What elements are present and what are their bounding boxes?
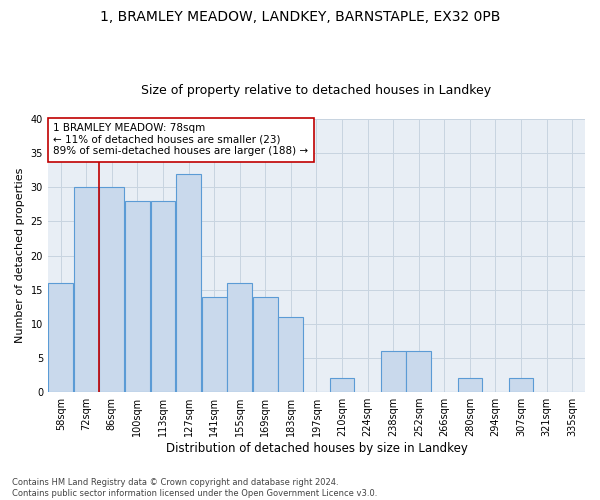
Bar xyxy=(176,174,201,392)
Bar xyxy=(49,283,73,392)
Y-axis label: Number of detached properties: Number of detached properties xyxy=(15,168,25,343)
Bar xyxy=(100,188,124,392)
Bar xyxy=(509,378,533,392)
Title: Size of property relative to detached houses in Landkey: Size of property relative to detached ho… xyxy=(142,84,491,97)
Bar xyxy=(151,201,175,392)
Bar xyxy=(253,296,278,392)
Bar xyxy=(406,351,431,392)
X-axis label: Distribution of detached houses by size in Landkey: Distribution of detached houses by size … xyxy=(166,442,467,455)
Bar xyxy=(227,283,252,392)
Text: 1 BRAMLEY MEADOW: 78sqm
← 11% of detached houses are smaller (23)
89% of semi-de: 1 BRAMLEY MEADOW: 78sqm ← 11% of detache… xyxy=(53,123,308,156)
Text: 1, BRAMLEY MEADOW, LANDKEY, BARNSTAPLE, EX32 0PB: 1, BRAMLEY MEADOW, LANDKEY, BARNSTAPLE, … xyxy=(100,10,500,24)
Bar xyxy=(381,351,406,392)
Bar xyxy=(125,201,150,392)
Text: Contains HM Land Registry data © Crown copyright and database right 2024.
Contai: Contains HM Land Registry data © Crown c… xyxy=(12,478,377,498)
Bar xyxy=(329,378,355,392)
Bar xyxy=(202,296,227,392)
Bar xyxy=(458,378,482,392)
Bar xyxy=(278,317,303,392)
Bar xyxy=(74,188,98,392)
